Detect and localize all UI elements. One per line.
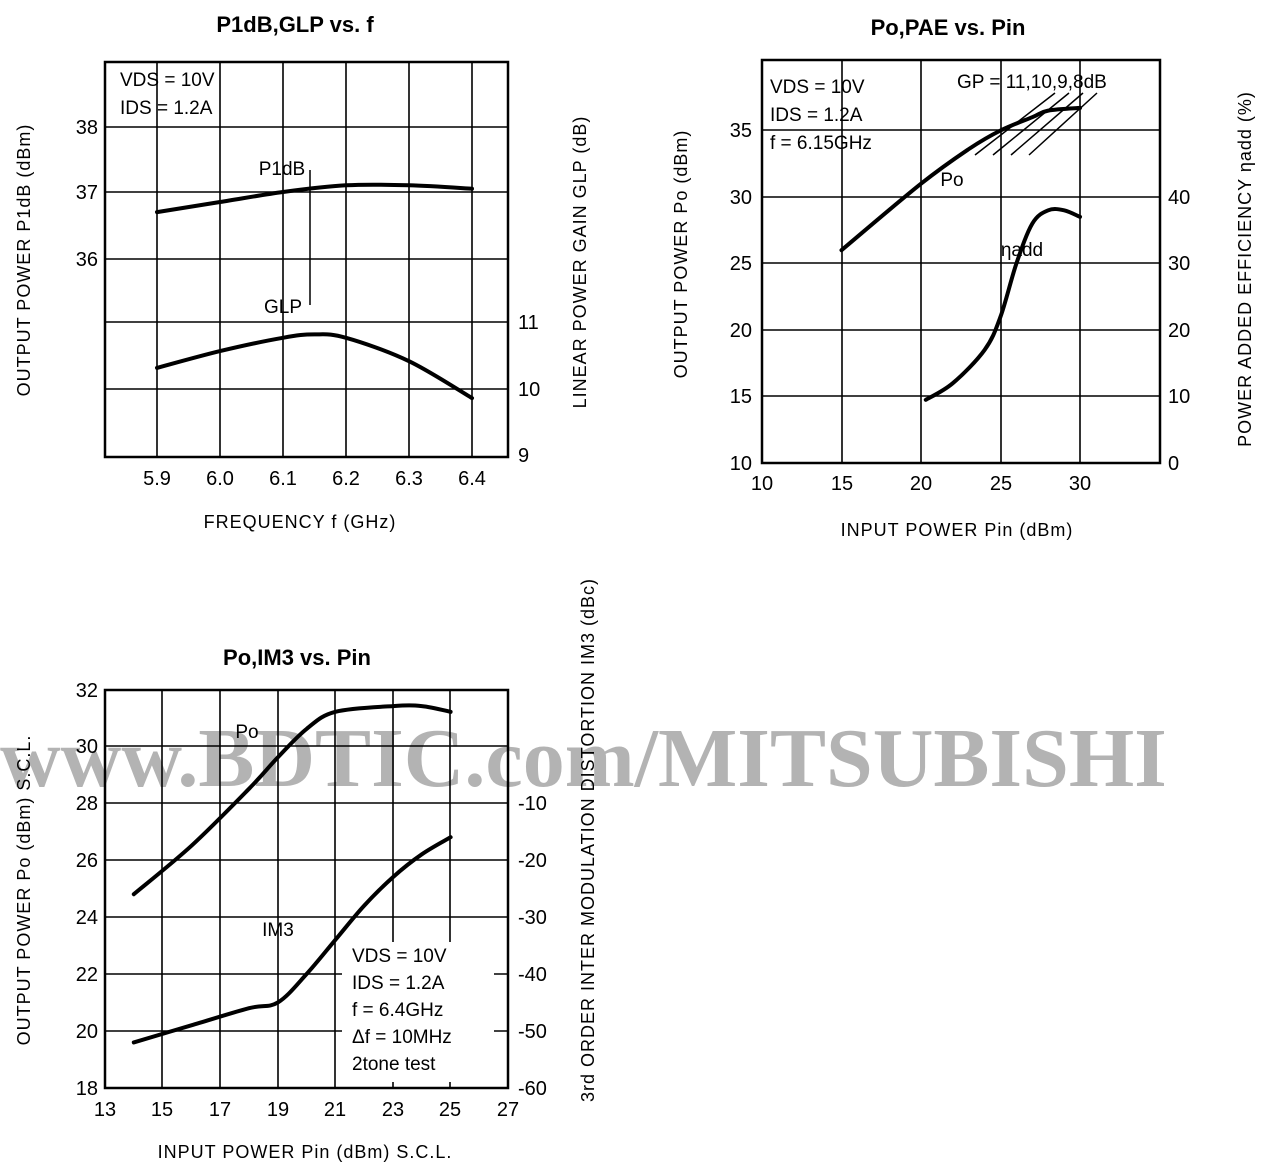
x-tick-label: 5.9: [143, 468, 171, 490]
plot-frame: [760, 58, 1162, 465]
condition-annotation: VDS = 10V: [352, 946, 447, 967]
y-tick-label: 20: [76, 1021, 98, 1043]
watermark: www.BDTIC.com/MITSUBISHI: [0, 712, 1167, 805]
gain-line: [992, 92, 1070, 156]
y-tick-label: 18: [76, 1078, 98, 1100]
x-tick-label: 21: [324, 1099, 346, 1121]
gain-line: [1028, 92, 1098, 156]
y-tick-label: 10: [730, 453, 752, 475]
condition-annotation: IDS = 1.2A: [352, 973, 445, 994]
y2-tick-label: 10: [1168, 386, 1190, 408]
condition-annotation: VDS = 10V: [120, 70, 215, 91]
chart-title: P1dB,GLP vs. f: [216, 12, 374, 37]
y-tick-label: 20: [730, 320, 752, 342]
x-tick-label: 6.3: [395, 468, 423, 490]
x-tick-label: 25: [439, 1099, 461, 1121]
condition-annotation: IDS = 1.2A: [120, 98, 213, 119]
y2-tick-label: -40: [518, 964, 547, 986]
plot-frame: [103, 60, 510, 459]
x-tick-label: 6.2: [332, 468, 360, 490]
y2-tick-label: 20: [1168, 320, 1190, 342]
x-tick-label: 20: [910, 473, 932, 495]
condition-annotation: Δf = 10MHz: [352, 1027, 452, 1048]
y2-tick-label: 40: [1168, 187, 1190, 209]
y2-tick-label: -20: [518, 850, 547, 872]
y-axis-label: OUTPUT POWER P1dB (dBm): [14, 124, 34, 397]
y-axis-label: OUTPUT POWER Po (dBm) S.C.L.: [14, 735, 34, 1046]
x-tick-label: 15: [831, 473, 853, 495]
y-tick-label: 15: [730, 386, 752, 408]
series-line-1: [131, 703, 453, 897]
x-axis-label: FREQUENCY f (GHz): [204, 512, 397, 532]
x-tick-label: 27: [497, 1099, 519, 1121]
y2-tick-label: -10: [518, 793, 547, 815]
x-tick-label: 6.4: [458, 468, 486, 490]
y-tick-label: 32: [76, 680, 98, 702]
x-tick-label: 13: [94, 1099, 116, 1121]
series-label: GLP: [264, 297, 302, 318]
x-tick-label: 23: [382, 1099, 404, 1121]
series-label: P1dB: [259, 159, 305, 180]
y2-tick-label: 0: [1168, 453, 1179, 475]
y-tick-label: 24: [76, 907, 98, 929]
y-tick-label: 26: [76, 850, 98, 872]
gain-line: [974, 92, 1056, 156]
x-axis-label: INPUT POWER Pin (dBm) S.C.L.: [158, 1142, 453, 1162]
series-line-2: [923, 207, 1082, 402]
annotation-box: [342, 942, 494, 1082]
series-line-1: [155, 182, 474, 215]
gain-line: [1010, 92, 1084, 156]
y-tick-label: 38: [76, 117, 98, 139]
x-tick-label: 17: [209, 1099, 231, 1121]
y2-tick-label: -60: [518, 1078, 547, 1100]
x-tick-label: 15: [151, 1099, 173, 1121]
y2-axis-label: POWER ADDED EFFICIENCY ηadd (%): [1235, 91, 1255, 447]
y-tick-label: 36: [76, 249, 98, 271]
y2-axis-label: LINEAR POWER GAIN GLP (dB): [570, 116, 590, 409]
chart-title: Po,PAE vs. Pin: [871, 15, 1026, 40]
x-tick-label: 10: [751, 473, 773, 495]
plot-frame: [103, 688, 510, 1090]
y2-axis-label: 3rd ORDER INTER MODULATION DISTORTION IM…: [578, 578, 598, 1102]
series-label: ηadd: [1001, 240, 1043, 261]
y2-tick-label: -50: [518, 1021, 547, 1043]
y2-tick-label: -30: [518, 907, 547, 929]
x-tick-label: 19: [267, 1099, 289, 1121]
y2-tick-label: 30: [1168, 253, 1190, 275]
chart-3: Po,IM3 vs. Pin 13 15 17 19 21 23 25 27 18 20 22 24 26…: [14, 578, 598, 1162]
y-tick-label: 37: [76, 182, 98, 204]
chart-title: Po,IM3 vs. Pin: [223, 645, 371, 670]
condition-annotation: f = 6.15GHz: [770, 133, 872, 154]
y2-tick-label: 10: [518, 379, 540, 401]
x-tick-label: 30: [1069, 473, 1091, 495]
x-axis-label: INPUT POWER Pin (dBm): [841, 520, 1074, 540]
condition-annotation: IDS = 1.2A: [770, 105, 863, 126]
y2-tick-label: 9: [518, 445, 529, 467]
series-label: Po: [940, 170, 963, 191]
series-label: IM3: [262, 920, 294, 941]
chart-1: P1dB,GLP vs. f 5.9 6.0 6.1 6.2 6.3 6.4 36 37 38 9 1…: [14, 12, 590, 532]
y-tick-label: 30: [730, 187, 752, 209]
series-line-2: [131, 835, 453, 1045]
x-tick-label: 25: [990, 473, 1012, 495]
x-tick-label: 6.0: [206, 468, 234, 490]
series-line-2: [155, 332, 474, 401]
condition-annotation: f = 6.4GHz: [352, 1000, 443, 1021]
series-label: Po: [235, 722, 258, 743]
y-tick-label: 22: [76, 964, 98, 986]
y-tick-label: 35: [730, 120, 752, 142]
condition-annotation: VDS = 10V: [770, 77, 865, 98]
y-axis-label: OUTPUT POWER Po (dBm): [671, 130, 691, 379]
chart-2: Po,PAE vs. Pin 10 15 20 25 30 10 15 20 25 30 35 0 10 2…: [671, 15, 1255, 540]
y-tick-label: 28: [76, 793, 98, 815]
y2-tick-label: 11: [518, 312, 539, 334]
y-tick-label: 30: [76, 736, 98, 758]
gain-annotation: GP = 11,10,9,8dB: [957, 72, 1107, 93]
condition-annotation: 2tone test: [352, 1054, 436, 1075]
y-tick-label: 25: [730, 253, 752, 275]
x-tick-label: 6.1: [269, 468, 297, 490]
